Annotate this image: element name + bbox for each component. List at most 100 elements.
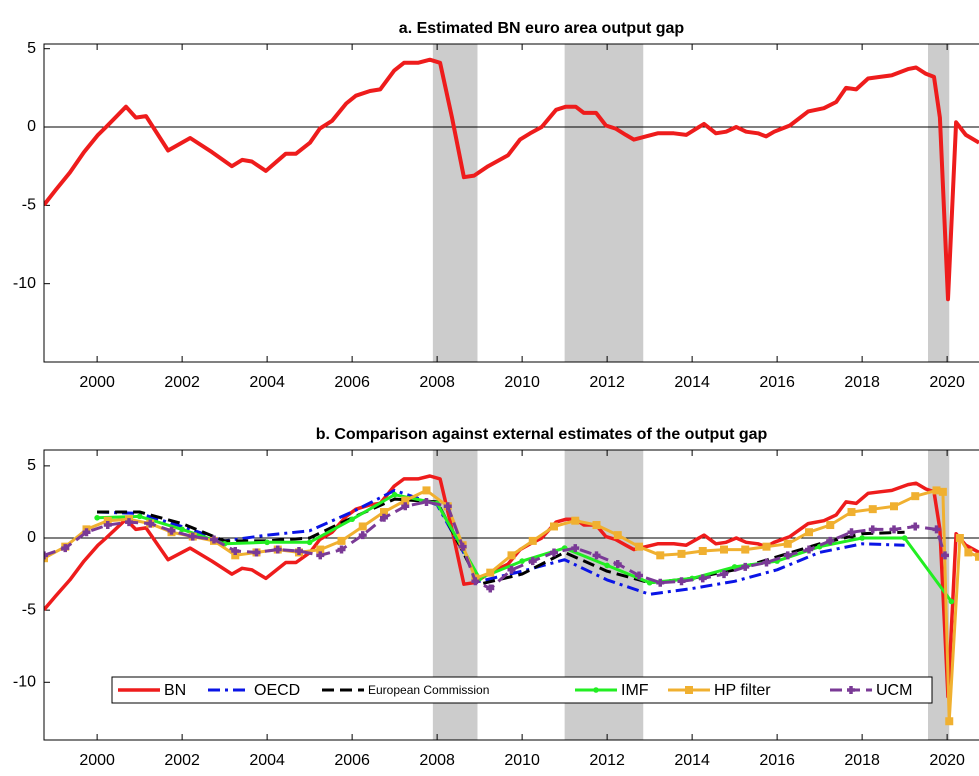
y-tick-label: 0 bbox=[27, 118, 36, 135]
marker bbox=[859, 535, 865, 541]
marker bbox=[210, 535, 218, 544]
marker bbox=[380, 513, 388, 522]
marker bbox=[61, 544, 70, 553]
x-tick-label: 2018 bbox=[844, 374, 880, 391]
marker bbox=[316, 545, 325, 554]
marker bbox=[741, 562, 750, 571]
y-tick-label: -10 bbox=[13, 275, 36, 292]
marker bbox=[890, 502, 898, 511]
marker bbox=[685, 686, 693, 694]
panel: a. Estimated BN euro area output gap 2000… bbox=[13, 20, 979, 391]
marker bbox=[571, 516, 580, 525]
x-tick-label: 2016 bbox=[759, 752, 795, 769]
x-tick-label: 2020 bbox=[929, 374, 965, 391]
marker bbox=[82, 528, 91, 537]
marker bbox=[486, 568, 495, 577]
x-tick-label: 2014 bbox=[674, 752, 710, 769]
marker bbox=[358, 531, 367, 540]
x-tick-label: 2014 bbox=[674, 374, 710, 391]
y-tick-label: -10 bbox=[13, 674, 36, 691]
marker bbox=[964, 548, 973, 557]
marker bbox=[103, 521, 112, 530]
marker bbox=[826, 536, 835, 545]
marker bbox=[646, 579, 653, 586]
y-tick-label: 5 bbox=[27, 457, 36, 474]
marker bbox=[443, 502, 452, 511]
marker bbox=[337, 536, 346, 545]
marker bbox=[306, 539, 313, 546]
marker bbox=[507, 565, 516, 574]
marker bbox=[528, 557, 537, 566]
marker bbox=[125, 518, 133, 527]
y-tick-label: 0 bbox=[27, 529, 36, 546]
marker bbox=[948, 598, 955, 605]
series-group bbox=[44, 474, 979, 726]
marker bbox=[932, 525, 941, 534]
marker bbox=[890, 525, 898, 534]
marker bbox=[401, 496, 410, 505]
x-tick-label: 2008 bbox=[419, 752, 455, 769]
marker bbox=[762, 542, 771, 551]
marker bbox=[486, 584, 495, 593]
legend: BN OECD European Commission IMF HP filter UCM bbox=[111, 676, 933, 704]
marker bbox=[741, 545, 750, 554]
legend-label: European Commission bbox=[368, 683, 489, 697]
marker bbox=[507, 551, 516, 560]
recession-shade bbox=[432, 44, 478, 362]
x-tick-label: 2008 bbox=[419, 374, 455, 391]
marker bbox=[136, 513, 143, 520]
marker bbox=[938, 487, 947, 496]
legend-label: HP filter bbox=[714, 682, 771, 699]
marker bbox=[337, 545, 346, 554]
marker bbox=[358, 522, 367, 531]
marker bbox=[847, 528, 856, 537]
axes-frame bbox=[43, 43, 979, 363]
marker bbox=[868, 525, 877, 534]
marker bbox=[698, 574, 707, 583]
marker bbox=[422, 486, 431, 495]
x-tick-label: 2018 bbox=[844, 752, 880, 769]
marker bbox=[179, 526, 185, 533]
marker bbox=[571, 544, 580, 553]
x-tick-label: 2000 bbox=[79, 374, 115, 391]
legend-label: IMF bbox=[621, 682, 649, 699]
marker bbox=[188, 532, 197, 541]
marker bbox=[604, 562, 610, 569]
marker bbox=[720, 570, 728, 579]
series-line bbox=[44, 500, 947, 590]
marker bbox=[783, 539, 792, 548]
x-tick-label: 2010 bbox=[504, 752, 540, 769]
marker bbox=[698, 546, 707, 555]
marker bbox=[847, 686, 855, 694]
marker bbox=[635, 542, 643, 551]
series-line bbox=[44, 57, 979, 302]
marker bbox=[932, 486, 941, 495]
x-tick-label: 2002 bbox=[164, 374, 200, 391]
panel: b. Comparison against external estimates… bbox=[13, 426, 979, 769]
marker bbox=[635, 571, 643, 580]
x-tick-label: 2000 bbox=[79, 752, 115, 769]
x-tick-label: 2006 bbox=[334, 752, 370, 769]
marker bbox=[94, 515, 100, 521]
marker bbox=[975, 552, 979, 561]
legend-label: UCM bbox=[876, 682, 912, 699]
recession-shade bbox=[564, 44, 644, 362]
marker bbox=[167, 526, 176, 535]
marker bbox=[458, 542, 467, 551]
x-tick-label: 2020 bbox=[929, 752, 965, 769]
marker bbox=[391, 491, 398, 498]
marker bbox=[613, 531, 622, 540]
marker bbox=[847, 508, 856, 517]
x-tick-label: 2002 bbox=[164, 752, 200, 769]
marker bbox=[103, 516, 112, 525]
marker bbox=[44, 551, 48, 560]
chart-title: b. Comparison against external estimates… bbox=[316, 426, 768, 443]
axes-frame bbox=[43, 449, 979, 741]
x-tick-label: 2012 bbox=[589, 752, 625, 769]
marker bbox=[656, 551, 665, 560]
marker bbox=[295, 546, 303, 555]
marker bbox=[550, 548, 558, 557]
series-line bbox=[44, 474, 979, 699]
marker bbox=[231, 546, 240, 555]
marker bbox=[273, 545, 282, 554]
